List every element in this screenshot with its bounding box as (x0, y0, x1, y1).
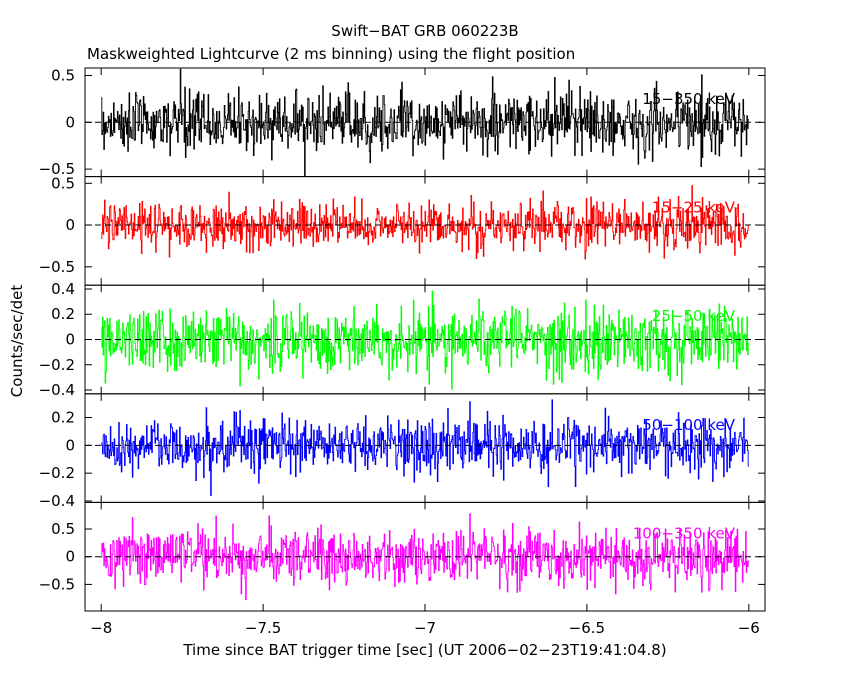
y-tick-label: 0.5 (51, 66, 75, 84)
x-tick-label: −7.5 (245, 619, 281, 637)
y-tick-label: 0 (65, 548, 75, 566)
y-tick-label: 0.4 (51, 280, 75, 298)
y-tick-label: −0.5 (39, 575, 75, 593)
y-tick-label: 0 (65, 331, 75, 349)
series-line (101, 185, 749, 260)
panel-3: 25−50 keV −0.4 −0.2 0 0.2 0.4 (39, 280, 766, 399)
x-tick-label: −6 (738, 619, 760, 637)
y-tick-label: 0 (65, 113, 75, 131)
band-label: 100−350 keV (633, 524, 736, 542)
chart-subtitle: Maskweighted Lightcurve (2 ms binning) u… (87, 45, 575, 63)
y-tick-label: −0.2 (39, 464, 75, 482)
y-tick-label: 0.2 (51, 408, 75, 426)
y-axis-label: Counts/sec/det (8, 285, 26, 398)
y-tick-label: −0.2 (39, 356, 75, 374)
panel-2: 15−25 keV −0.5 0 0.5 (39, 174, 766, 286)
band-label: 15−350 keV (642, 90, 735, 108)
series-line (101, 290, 749, 390)
chart-title: Swift−BAT GRB 060223B (331, 22, 518, 40)
y-tick-label: 0 (65, 216, 75, 234)
y-tick-label: −0.5 (39, 258, 75, 276)
plot-area: 15−350 keV −0.5 0 0.5 15−25 keV −0.5 0 0.5 25−50… (39, 66, 766, 637)
panel-1: 15−350 keV −0.5 0 0.5 (39, 66, 766, 178)
x-tick-label: −6.5 (569, 619, 605, 637)
x-tick-label: −8 (90, 619, 112, 637)
y-tick-label: 0.5 (51, 174, 75, 192)
y-tick-label: −0.4 (39, 492, 75, 510)
series-line (101, 68, 749, 177)
band-label: 25−50 keV (652, 307, 736, 325)
y-tick-label: 0.5 (51, 520, 75, 538)
panel-4: 50−100 keV −0.4 −0.2 0 0.2 (39, 393, 766, 510)
y-tick-label: −0.5 (39, 160, 75, 178)
panel-5: 100−350 keV −0.5 0 0.5 (39, 501, 766, 612)
series-line (101, 399, 749, 496)
y-tick-label: 0 (65, 436, 75, 454)
x-tick-label: −7 (414, 619, 436, 637)
y-tick-label: −0.4 (39, 381, 75, 399)
y-tick-label: 0.2 (51, 305, 75, 323)
x-axis-label: Time since BAT trigger time [sec] (UT 20… (182, 641, 666, 659)
series-line (101, 513, 749, 601)
band-label: 15−25 keV (652, 199, 736, 217)
band-label: 50−100 keV (642, 416, 735, 434)
